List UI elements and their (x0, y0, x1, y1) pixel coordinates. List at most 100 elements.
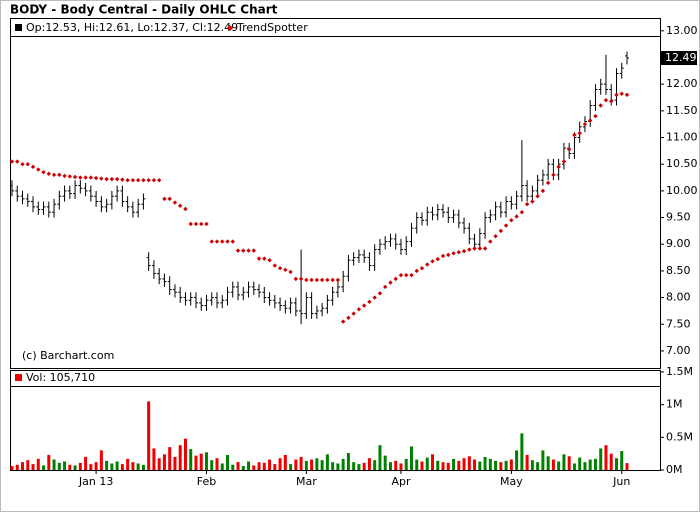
volume-bar (94, 462, 98, 470)
volume-bar (278, 458, 282, 470)
volume-bar (567, 456, 571, 470)
trendspotter-dot (335, 277, 341, 283)
volume-bar (31, 464, 35, 470)
trendspotter-dot (272, 263, 278, 268)
trendspotter-dot (388, 280, 393, 285)
volume-bar (120, 464, 124, 470)
volume-bar (609, 453, 613, 470)
volume-bar (99, 450, 103, 470)
x-tick-label: May (500, 475, 523, 488)
volume-bar (388, 462, 392, 470)
trendspotter-dot (151, 177, 157, 183)
volume-bar (152, 448, 156, 470)
trendspotter-dot (398, 272, 404, 278)
volume-bar (78, 462, 82, 470)
trendspotter-dot (524, 202, 530, 207)
volume-bar (173, 456, 177, 470)
volume-bar (299, 456, 303, 470)
volume-bar (452, 458, 456, 470)
volume-bar (47, 454, 51, 470)
trendspotter-dot (36, 167, 41, 172)
trendspotter-dot (46, 171, 51, 176)
volume-bar (147, 401, 151, 470)
trendspotter-dot (172, 200, 178, 205)
trendspotter-dot (199, 221, 204, 227)
trendspotter-dot (135, 177, 141, 183)
volume-bar (383, 455, 387, 470)
volume-bar (315, 458, 319, 470)
trendspotter-dot (414, 268, 419, 274)
trendspotter-dot (293, 276, 299, 282)
trendspotter-dot (41, 169, 46, 175)
trendspotter-dot (267, 258, 272, 263)
volume-bar (15, 464, 19, 470)
y-tick-label: 9.00 (666, 237, 691, 250)
trendspotter-dot (361, 303, 367, 308)
volume-bar (131, 462, 135, 470)
trendspotter-dot (498, 228, 504, 234)
trendspotter-dot (514, 214, 519, 219)
y-tick-label: 0M (666, 463, 683, 476)
trendspotter-dot (404, 272, 409, 278)
volume-bar (614, 458, 618, 470)
volume-bar (325, 454, 329, 470)
volume-bar (194, 455, 198, 470)
volume-bar (415, 459, 419, 470)
y-tick-label: 12.00 (666, 77, 698, 90)
trendspotter-dot (419, 266, 425, 271)
volume-bar (478, 461, 482, 470)
volume-bar (10, 466, 14, 470)
trendspotter-dot (62, 173, 67, 179)
volume-bar (572, 463, 576, 470)
trendspotter-dot (577, 131, 582, 136)
y-tick-label: 1.5M (666, 365, 693, 378)
trendspotter-dot (545, 180, 551, 186)
last-price-badge (661, 51, 697, 66)
chart-title: BODY - Body Central - Daily OHLC Chart (10, 3, 278, 17)
volume-bar (425, 457, 429, 470)
trendspotter-dot (120, 177, 125, 182)
volume-bar (515, 450, 519, 470)
trendspotter-dot (519, 210, 525, 215)
trendspotter-dot (114, 176, 120, 182)
volume-bar (304, 460, 308, 470)
trendspotter-dot (377, 291, 383, 296)
y-tick-label: 13.00 (666, 24, 698, 37)
trendspotter-dot (440, 253, 446, 259)
volume-bar (557, 461, 561, 470)
trendspotter-dot (325, 277, 330, 283)
trendspotter-dot (588, 118, 593, 123)
volume-bar (593, 458, 597, 470)
volume-bar (357, 464, 361, 470)
trendspotter-dot (503, 223, 509, 228)
trendspotter-dot (256, 256, 262, 261)
trendspotter-dot (83, 175, 88, 180)
trendspotter-dot (283, 267, 288, 273)
volume-bar (236, 462, 240, 470)
volume-bar (362, 462, 366, 470)
volume-bar (36, 458, 40, 470)
trendspotter-dot (493, 234, 498, 239)
trendspotter-dot (162, 196, 167, 202)
trendspotter-dot (51, 172, 57, 178)
trendspotter-dot (309, 277, 314, 283)
volume-bar (578, 457, 582, 470)
volume-bar (431, 454, 435, 470)
volume-bar (283, 454, 287, 470)
trendspotter-dot (125, 177, 130, 183)
trendspotter-dot (619, 91, 624, 96)
trendspotter-dot (298, 276, 304, 282)
volume-bar (21, 462, 25, 470)
volume-bar (84, 456, 88, 470)
trendspotter-dot (30, 164, 36, 170)
trendspotter-dot (67, 174, 73, 179)
volume-bar (562, 454, 566, 470)
volume-bar (157, 458, 161, 470)
last-price-label: 12.49 (665, 51, 697, 64)
volume-bar (441, 462, 445, 470)
trendspotter-dot (551, 172, 556, 178)
volume-bar (178, 445, 182, 470)
trendspotter-dot (78, 175, 83, 180)
